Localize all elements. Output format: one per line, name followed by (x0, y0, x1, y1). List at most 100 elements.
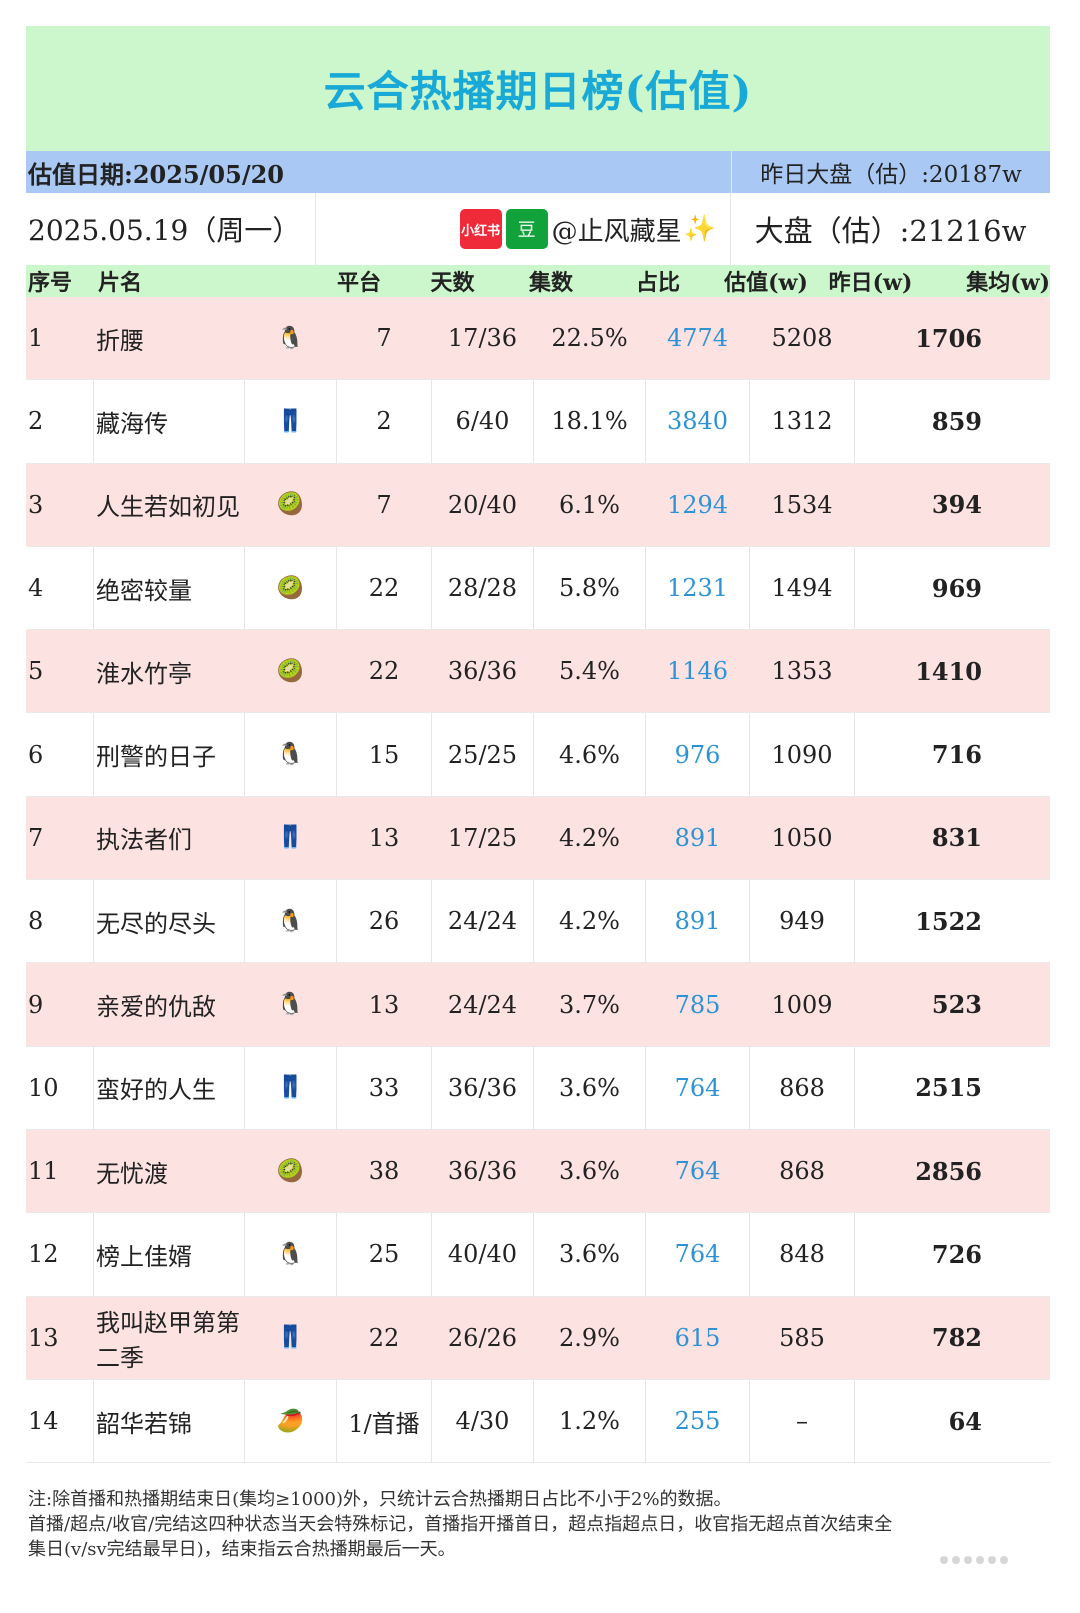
tencent-platform-icon: 🐧 (276, 325, 305, 351)
cell-rank: 14 (26, 1379, 94, 1463)
cell-days: 7 (337, 463, 432, 546)
cell-share: 4.2% (534, 880, 646, 963)
cell-rank: 13 (26, 1296, 94, 1379)
header-average: 集均(w) (966, 270, 1050, 296)
yesterday-total: 昨日大盘（估）:20187w (731, 151, 1050, 193)
table-row: 11 无忧渡 🥝 38 36/36 3.6% 764 868 2856 (26, 1129, 1050, 1214)
platform-cell: 🥝 (245, 546, 337, 630)
cell-value: 764 (646, 1129, 750, 1213)
cell-rank: 8 (26, 880, 94, 963)
douban-logo-icon: 豆 (505, 209, 548, 249)
cell-yesterday: 1534 (750, 463, 855, 546)
table-header: 序号 片名 平台 天数 集数 占比 估值(w) 昨日(w) 集均(w) (26, 265, 1050, 297)
table-body: 1 折腰 🐧 7 17/36 22.5% 4774 5208 1706 2 藏海传 👖 2 6/40 18.… (26, 297, 1050, 1464)
table-row: 12 榜上佳婿 🐧 25 40/40 3.6% 764 848 726 (26, 1213, 1050, 1297)
cell-title: 无尽的尽头 (26, 880, 245, 963)
cell-episodes: 40/40 (432, 1213, 534, 1296)
platform-cell: 🐧 (245, 963, 337, 1046)
cell-share: 22.5% (534, 297, 646, 380)
cell-days: 22 (337, 546, 432, 630)
table-row: 8 无尽的尽头 🐧 26 24/24 4.2% 891 949 1522 (26, 880, 1050, 964)
platform-cell: 🥝 (245, 463, 337, 546)
cell-days: 33 (337, 1046, 432, 1129)
cell-value: 1231 (646, 546, 750, 630)
estimate-date-bar: 估值日期:2025/05/20 昨日大盘（估）:20187w (26, 151, 1050, 193)
title-banner: 云合热播期日榜(估值) (26, 26, 1050, 151)
cell-episodes: 6/40 (432, 380, 534, 463)
cell-rank: 6 (26, 713, 94, 796)
cell-share: 4.6% (534, 713, 646, 796)
cell-days: 13 (337, 963, 432, 1046)
cell-yesterday: 1009 (750, 963, 855, 1046)
table-row: 13 我叫赵甲第第二季 👖 22 26/26 2.9% 615 585 782 (26, 1296, 1050, 1380)
cell-share: 2.9% (534, 1296, 646, 1379)
market-total: 大盘（估）:21216w (754, 214, 1027, 248)
cell-rank: 7 (26, 796, 94, 880)
data-date: 2025.05.19（周一） (26, 193, 316, 265)
youku-platform-icon: 👖 (276, 1325, 305, 1351)
platform-cell: 👖 (245, 796, 337, 880)
cell-title: 无忧渡 (26, 1129, 245, 1213)
cell-share: 1.2% (534, 1379, 646, 1463)
tencent-platform-icon: 🐧 (276, 908, 305, 934)
cell-average: 1706 (915, 323, 982, 353)
table-row: 6 刑警的日子 🐧 15 25/25 4.6% 976 1090 716 (26, 713, 1050, 797)
table-row: 9 亲爱的仇敌 🐧 13 24/24 3.7% 785 1009 523 (26, 963, 1050, 1047)
tencent-platform-icon: 🐧 (276, 992, 305, 1018)
cell-average: 859 (931, 406, 982, 436)
cell-average: 716 (931, 740, 982, 770)
cell-share: 5.4% (534, 630, 646, 713)
cell-average: 523 (931, 990, 982, 1020)
cell-title: 刑警的日子 (26, 713, 245, 796)
cell-title: 韶华若锦 (26, 1379, 245, 1463)
platform-cell: 🐧 (245, 1213, 337, 1296)
cell-title: 绝密较量 (26, 546, 245, 630)
author-handle: @止风藏星 (551, 216, 682, 247)
tencent-platform-icon: 🐧 (276, 742, 305, 768)
watermark-dots (940, 1549, 1040, 1564)
cell-days: 22 (337, 630, 432, 713)
iqiyi-platform-icon: 🥝 (276, 575, 305, 601)
cell-yesterday: 949 (750, 880, 855, 963)
cell-title: 人生若如初见 (26, 463, 245, 546)
cell-yesterday: 868 (750, 1129, 855, 1213)
header-platform: 平台 (336, 270, 381, 296)
youku-platform-icon: 👖 (276, 408, 305, 434)
cell-episodes: 36/36 (432, 630, 534, 713)
cell-episodes: 4/30 (432, 1379, 534, 1463)
iqiyi-platform-icon: 🥝 (276, 1158, 305, 1184)
cell-share: 3.7% (534, 963, 646, 1046)
cell-yesterday: – (750, 1379, 855, 1463)
xiaohongshu-logo-icon: 小红书 (459, 209, 502, 249)
cell-value: 891 (646, 796, 750, 880)
cell-yesterday: 868 (750, 1046, 855, 1129)
cell-rank: 12 (26, 1213, 94, 1296)
cell-days: 13 (337, 796, 432, 880)
cell-share: 18.1% (534, 380, 646, 463)
cell-yesterday: 585 (750, 1296, 855, 1379)
info-bar: 2025.05.19（周一） 小红书 豆 @止风藏星 ✨ 大盘（估）:21216… (26, 193, 1050, 265)
cell-value: 4774 (646, 297, 750, 380)
cell-yesterday: 1312 (750, 380, 855, 463)
footnote-line: 首播/超点/收官/完结这四种状态当天会特殊标记，首播指开播首日，超点指超点日，收… (28, 1514, 893, 1536)
cell-value: 976 (646, 713, 750, 796)
cell-title: 折腰 (26, 297, 245, 380)
cell-yesterday: 1494 (750, 546, 855, 630)
cell-title: 我叫赵甲第第二季 (26, 1296, 245, 1379)
header-share: 占比 (635, 270, 680, 296)
cell-value: 3840 (646, 380, 750, 463)
author-credit: 小红书 豆 @止风藏星 ✨ (316, 193, 731, 265)
cell-average: 2515 (915, 1073, 982, 1103)
cell-value: 1146 (646, 630, 750, 713)
cell-average: 782 (931, 1323, 982, 1353)
mango-platform-icon: 🥭 (276, 1408, 305, 1434)
cell-average: 969 (931, 573, 982, 603)
cell-days: 25 (337, 1213, 432, 1296)
cell-episodes: 17/25 (432, 796, 534, 880)
header-value: 估值(w) (724, 270, 808, 296)
cell-days: 26 (337, 880, 432, 963)
cell-episodes: 24/24 (432, 963, 534, 1046)
cell-share: 3.6% (534, 1046, 646, 1129)
cell-days: 7 (337, 297, 432, 380)
cell-rank: 4 (26, 546, 94, 630)
